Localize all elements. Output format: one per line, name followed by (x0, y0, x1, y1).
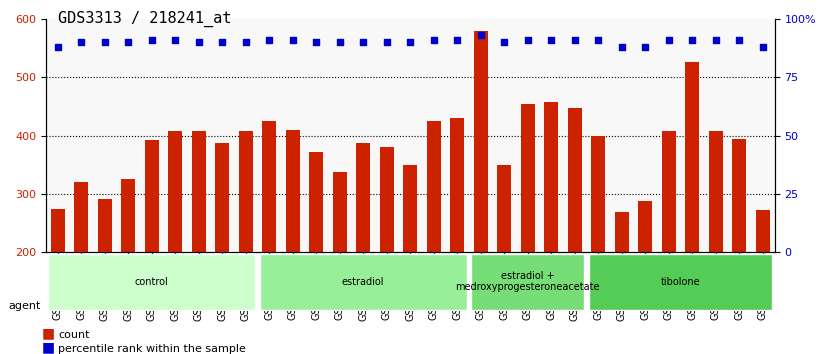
Bar (497, 165, 511, 354)
Text: ■: ■ (42, 326, 55, 340)
Text: ■: ■ (42, 340, 55, 354)
Point (145, 37, 158, 43)
Text: estradiol +
medroxyprogesteroneacetate: estradiol + medroxyprogesteroneacetate (455, 271, 600, 292)
Bar (356, 143, 371, 354)
Bar (544, 102, 558, 354)
Point (450, 37, 464, 43)
FancyBboxPatch shape (589, 253, 772, 309)
Bar (592, 136, 605, 354)
Text: tibolone: tibolone (661, 276, 701, 286)
Text: GDS3313 / 218241_at: GDS3313 / 218241_at (58, 11, 232, 27)
Point (544, 37, 558, 43)
Bar (403, 165, 417, 354)
Text: percentile rank within the sample: percentile rank within the sample (58, 344, 246, 354)
Bar (709, 131, 723, 354)
Point (51, 44, 64, 50)
FancyBboxPatch shape (260, 253, 467, 309)
FancyBboxPatch shape (48, 253, 255, 309)
Bar (309, 152, 323, 354)
Point (427, 37, 440, 43)
Point (310, 40, 323, 45)
Point (639, 44, 652, 50)
Point (404, 40, 417, 45)
Bar (145, 140, 159, 354)
Point (498, 40, 511, 45)
Text: agent: agent (8, 301, 41, 311)
Bar (426, 121, 440, 354)
Bar (121, 179, 135, 354)
Bar (521, 104, 535, 354)
Point (286, 37, 299, 43)
Point (592, 37, 605, 43)
Bar (332, 172, 347, 354)
Point (98, 40, 111, 45)
Bar (568, 108, 582, 354)
FancyBboxPatch shape (471, 253, 584, 309)
Bar (661, 131, 676, 354)
Point (239, 40, 253, 45)
Point (333, 40, 347, 45)
Text: count: count (58, 330, 90, 340)
Bar (615, 211, 629, 354)
Point (215, 40, 229, 45)
Point (192, 40, 205, 45)
Point (662, 37, 676, 43)
Point (756, 44, 770, 50)
Bar (450, 118, 465, 354)
Point (521, 37, 534, 43)
Point (121, 40, 135, 45)
Point (263, 37, 276, 43)
Bar (262, 121, 276, 354)
Point (380, 40, 393, 45)
Point (733, 37, 746, 43)
Bar (732, 138, 746, 354)
Point (169, 37, 182, 43)
Bar (97, 199, 111, 354)
Point (568, 37, 582, 43)
Point (709, 37, 722, 43)
Bar (215, 143, 229, 354)
Bar (686, 62, 700, 354)
Bar (286, 130, 300, 354)
Bar (74, 182, 88, 354)
Point (75, 40, 88, 45)
Bar (638, 201, 652, 354)
Bar (238, 131, 253, 354)
Point (686, 37, 699, 43)
Bar (192, 131, 206, 354)
Bar (51, 209, 65, 354)
Point (356, 40, 370, 45)
Text: control: control (135, 276, 169, 286)
Bar (474, 31, 488, 354)
Point (475, 33, 488, 38)
Bar (380, 147, 394, 354)
Text: estradiol: estradiol (342, 276, 385, 286)
Point (615, 44, 628, 50)
Bar (168, 131, 182, 354)
Bar (756, 210, 770, 354)
